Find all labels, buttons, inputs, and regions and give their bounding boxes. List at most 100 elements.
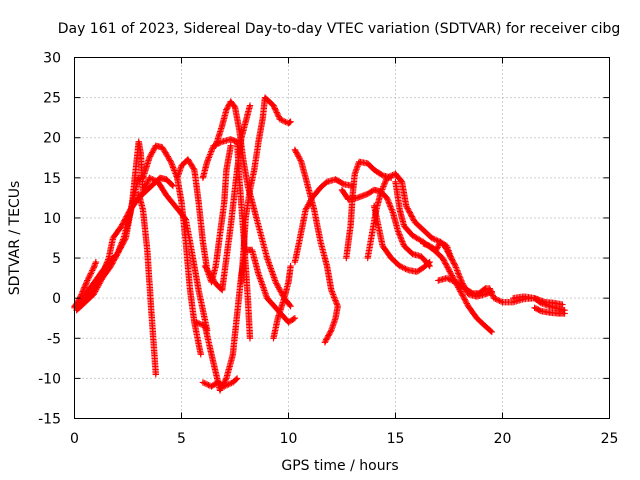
data-point bbox=[265, 296, 269, 300]
series-arc-20 bbox=[370, 202, 433, 275]
data-point bbox=[419, 255, 423, 258]
data-point bbox=[400, 180, 404, 184]
data-point bbox=[306, 184, 309, 188]
data-point bbox=[293, 260, 297, 264]
data-point bbox=[120, 224, 123, 228]
data-point bbox=[304, 208, 307, 212]
data-point bbox=[484, 287, 487, 290]
data-point bbox=[244, 120, 247, 123]
data-point bbox=[552, 301, 556, 305]
data-point bbox=[407, 268, 410, 272]
data-point bbox=[220, 288, 224, 292]
series-arc-13 bbox=[238, 94, 294, 286]
y-tick-label: 30 bbox=[43, 51, 61, 67]
data-point bbox=[139, 152, 143, 155]
data-point bbox=[372, 188, 376, 192]
data-point bbox=[539, 309, 543, 313]
data-point bbox=[229, 224, 232, 228]
data-point bbox=[319, 186, 322, 189]
data-point bbox=[556, 312, 560, 315]
series-arc-16 bbox=[291, 176, 356, 266]
data-point bbox=[146, 248, 149, 252]
data-layer bbox=[71, 94, 568, 394]
data-point bbox=[250, 248, 254, 252]
data-point bbox=[248, 337, 252, 340]
data-point bbox=[449, 272, 453, 276]
data-point bbox=[272, 104, 275, 107]
data-point bbox=[218, 232, 222, 236]
data-point bbox=[501, 300, 504, 304]
data-point bbox=[447, 252, 451, 256]
data-point bbox=[287, 321, 290, 324]
y-tick-label: 25 bbox=[43, 91, 61, 107]
data-point bbox=[109, 264, 113, 268]
data-point bbox=[372, 204, 376, 208]
y-tick-label: -5 bbox=[47, 331, 61, 347]
data-point bbox=[287, 122, 290, 125]
data-point bbox=[101, 272, 104, 276]
data-point bbox=[370, 232, 374, 236]
data-point bbox=[195, 321, 198, 324]
data-point bbox=[353, 172, 357, 176]
data-point bbox=[437, 279, 440, 282]
data-point bbox=[392, 212, 395, 216]
data-point bbox=[460, 280, 464, 284]
data-point bbox=[220, 124, 224, 127]
data-point bbox=[165, 194, 168, 197]
data-point bbox=[141, 208, 145, 212]
data-point bbox=[205, 160, 209, 163]
data-point bbox=[484, 292, 487, 296]
y-tick-label: 20 bbox=[43, 131, 61, 147]
data-point bbox=[238, 176, 241, 180]
data-point bbox=[261, 116, 265, 119]
data-point bbox=[396, 228, 399, 232]
data-point bbox=[244, 216, 247, 220]
data-point bbox=[398, 264, 401, 268]
data-point bbox=[413, 220, 416, 224]
data-point bbox=[366, 256, 369, 260]
data-point bbox=[398, 208, 401, 212]
data-point bbox=[342, 183, 346, 186]
data-point bbox=[289, 264, 292, 268]
data-point bbox=[176, 176, 179, 180]
data-point bbox=[180, 164, 183, 167]
data-point bbox=[441, 256, 444, 260]
data-point bbox=[289, 304, 292, 308]
data-point bbox=[293, 148, 297, 151]
data-point bbox=[122, 236, 125, 240]
y-tick-label: -15 bbox=[38, 412, 61, 428]
data-point bbox=[225, 168, 228, 172]
data-point bbox=[430, 236, 434, 240]
data-point bbox=[135, 160, 138, 163]
data-point bbox=[490, 330, 493, 334]
data-point bbox=[233, 106, 237, 109]
plot-frame bbox=[74, 57, 610, 419]
data-point bbox=[512, 300, 515, 304]
data-point bbox=[293, 317, 297, 320]
data-point bbox=[128, 208, 132, 212]
data-point bbox=[111, 236, 115, 240]
data-point bbox=[340, 188, 344, 192]
data-point bbox=[137, 176, 140, 180]
data-point bbox=[471, 292, 474, 295]
data-point bbox=[197, 200, 200, 204]
data-point bbox=[220, 140, 224, 143]
data-point bbox=[92, 266, 95, 269]
data-point bbox=[488, 287, 491, 290]
data-point bbox=[402, 244, 406, 248]
data-point bbox=[475, 317, 479, 320]
data-point bbox=[257, 272, 260, 276]
x-tick-label: 20 bbox=[494, 431, 512, 447]
y-tick-label: -10 bbox=[38, 371, 61, 387]
data-point bbox=[265, 256, 269, 260]
data-point bbox=[351, 192, 354, 196]
data-point bbox=[330, 288, 333, 292]
data-point bbox=[428, 260, 431, 264]
data-point bbox=[347, 198, 350, 201]
data-point bbox=[411, 252, 414, 256]
data-point bbox=[216, 381, 220, 384]
data-point bbox=[548, 311, 551, 314]
data-point bbox=[484, 325, 487, 328]
data-point bbox=[355, 196, 359, 200]
